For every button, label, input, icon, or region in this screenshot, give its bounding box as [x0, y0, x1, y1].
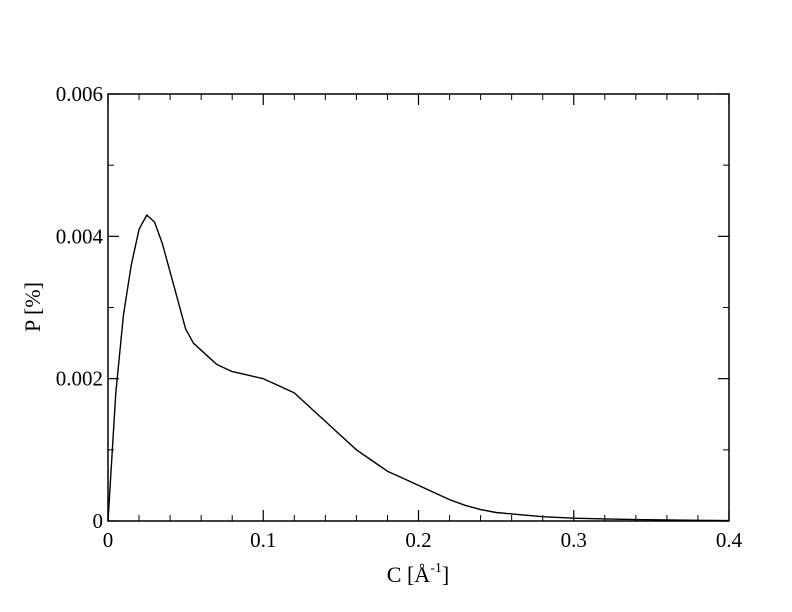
data-line-group [107, 214, 730, 522]
y-axis-label: P [%] [20, 282, 45, 332]
y-tick-label: 0 [93, 509, 104, 533]
y-tick-label: 0.006 [56, 82, 103, 106]
x-tick-label: 0.3 [561, 528, 587, 552]
x-axis-label-superscript: -1 [430, 561, 442, 576]
axis-ticks [107, 93, 730, 522]
x-tick-label: 0.1 [250, 528, 276, 552]
x-axis-label: C [Å-1] [387, 561, 449, 587]
tick-labels: 0 0.1 0.2 0.3 0.4 0 0.002 0.004 0.006 [56, 82, 743, 552]
x-axis-label-suffix: ] [442, 562, 449, 587]
y-tick-label: 0.004 [56, 224, 104, 248]
x-tick-label: 0.2 [405, 528, 431, 552]
series-line [107, 214, 730, 522]
x-axis-label-prefix: C [Å [387, 562, 431, 587]
plot-frame [107, 93, 730, 522]
x-tick-label: 0.4 [716, 528, 743, 552]
y-tick-label: 0.002 [56, 367, 103, 391]
x-tick-label: 0 [103, 528, 114, 552]
